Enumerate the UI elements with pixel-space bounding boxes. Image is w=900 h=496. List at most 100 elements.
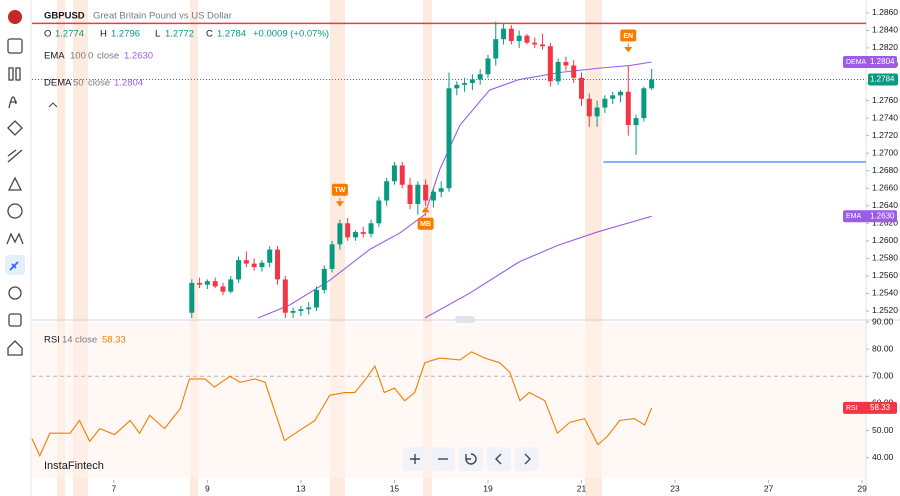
y-tick-label: 1.2740	[872, 112, 898, 122]
candle-body	[212, 281, 218, 287]
symbol: GBPUSD	[44, 11, 85, 22]
watermark: InstaFintech	[44, 460, 104, 472]
candle-body	[430, 191, 436, 201]
y-tick-label: 1.2620	[872, 218, 898, 228]
tool-magnet	[9, 261, 19, 271]
x-tick-label: 23	[670, 483, 680, 493]
ohlc-label: L	[155, 29, 160, 40]
tool-bars[interactable]	[8, 67, 14, 81]
ohlc-change: +0.0009 (+0.07%)	[253, 29, 329, 40]
candle-body	[633, 118, 639, 126]
tool-lock[interactable]	[8, 313, 22, 327]
candle-body	[407, 184, 413, 205]
x-tick-label: 27	[764, 483, 774, 493]
x-tick-label: 9	[205, 483, 210, 493]
y-tick-label: 1.2580	[872, 253, 898, 263]
rsi-tag-name: RSI	[846, 405, 858, 412]
indicator-name: EMA	[44, 51, 65, 62]
price-pane	[32, 21, 866, 319]
candle-body	[532, 42, 538, 45]
indicator-param: 0	[88, 51, 93, 62]
ema-tag-bg	[843, 210, 897, 223]
dema-tag-name: DEMA	[846, 59, 867, 66]
candle-body	[571, 65, 577, 78]
event-badge	[417, 217, 434, 230]
y-tick-label: 1.2720	[872, 130, 898, 140]
rsi-tick-label: 50.00	[872, 425, 894, 435]
candle-body	[298, 309, 304, 311]
tool-home[interactable]	[7, 340, 23, 356]
y-tick-label: 1.2600	[872, 235, 898, 245]
event-label: TW	[334, 187, 345, 194]
candle-body	[220, 286, 226, 292]
candle-body	[586, 98, 592, 117]
tool-cross[interactable]	[7, 38, 23, 54]
ohlc-value: 1.2772	[165, 29, 194, 40]
rsi-param: 14	[62, 335, 73, 346]
indicator-name: DEMA	[44, 78, 72, 89]
event-badge	[331, 183, 348, 196]
indicator-param: close	[88, 78, 110, 89]
candle-body	[345, 223, 351, 238]
rsi-tag-bg	[843, 401, 897, 414]
event-arrow	[421, 206, 430, 216]
x-tick-label: 13	[296, 483, 306, 493]
indicator-value: 1.2804	[114, 78, 143, 89]
tool-patterns[interactable]	[6, 232, 24, 245]
candle-body	[563, 61, 569, 66]
scroll-left-icon	[495, 453, 502, 465]
rsi-name: RSI	[44, 335, 60, 346]
candle-body	[368, 223, 374, 234]
candle-body	[493, 39, 499, 59]
candle-body	[267, 249, 273, 263]
y-tick-label: 1.2820	[872, 42, 898, 52]
event-badge	[620, 29, 637, 42]
candle-body	[501, 28, 507, 40]
x-tick-label: 7	[111, 483, 116, 493]
ema-tag-name: EMA	[846, 213, 862, 220]
tool-fx[interactable]	[8, 96, 17, 109]
candle-body	[423, 184, 429, 201]
y-tick-label: 1.2700	[872, 147, 898, 157]
y-tick-label: 1.2540	[872, 288, 898, 298]
tool-shapes[interactable]	[7, 120, 23, 136]
rsi-value: 58.33	[102, 335, 126, 346]
y-tick-label: 1.2560	[872, 270, 898, 280]
tool-eye[interactable]	[8, 286, 22, 300]
nav-toolbar	[403, 447, 539, 471]
candle-body	[197, 282, 203, 285]
session-band	[423, 0, 432, 496]
ohlc-label: H	[100, 29, 107, 40]
candle-body	[251, 263, 257, 268]
tool-brush[interactable]	[7, 176, 23, 191]
rsi-tick-label: 70.00	[872, 371, 894, 381]
candle-body	[454, 84, 460, 89]
flag-icon[interactable]	[8, 10, 22, 24]
collapse-icon[interactable]	[48, 102, 58, 108]
left-toolbar	[0, 0, 32, 496]
indicator-value: 1.2630	[124, 51, 153, 62]
candle-body	[391, 165, 397, 182]
candle-body	[384, 181, 390, 201]
candle-body	[649, 79, 655, 89]
pane-handle[interactable]	[455, 316, 475, 323]
tool-emoji[interactable]	[7, 203, 23, 219]
scroll-right-icon	[524, 453, 531, 465]
event-arrow	[624, 43, 633, 53]
candle-body	[275, 249, 281, 280]
y-tick-label: 1.2680	[872, 165, 898, 175]
candle-body	[236, 260, 242, 280]
candle-body	[547, 46, 553, 82]
y-tick-label: 1.2640	[872, 200, 898, 210]
candle-body	[189, 282, 195, 313]
rsi-tick-label: 40.00	[872, 452, 894, 462]
y-tick-label: 1.2860	[872, 7, 898, 17]
ema-tag-value: 1.2630	[870, 211, 895, 220]
candle-body	[204, 281, 210, 285]
y-tick-label: 1.2840	[872, 25, 898, 35]
rsi-tick-label: 80.00	[872, 343, 894, 353]
tool-lines[interactable]	[7, 149, 23, 163]
scroll-right[interactable]	[515, 447, 539, 471]
scroll-left[interactable]	[487, 447, 511, 471]
